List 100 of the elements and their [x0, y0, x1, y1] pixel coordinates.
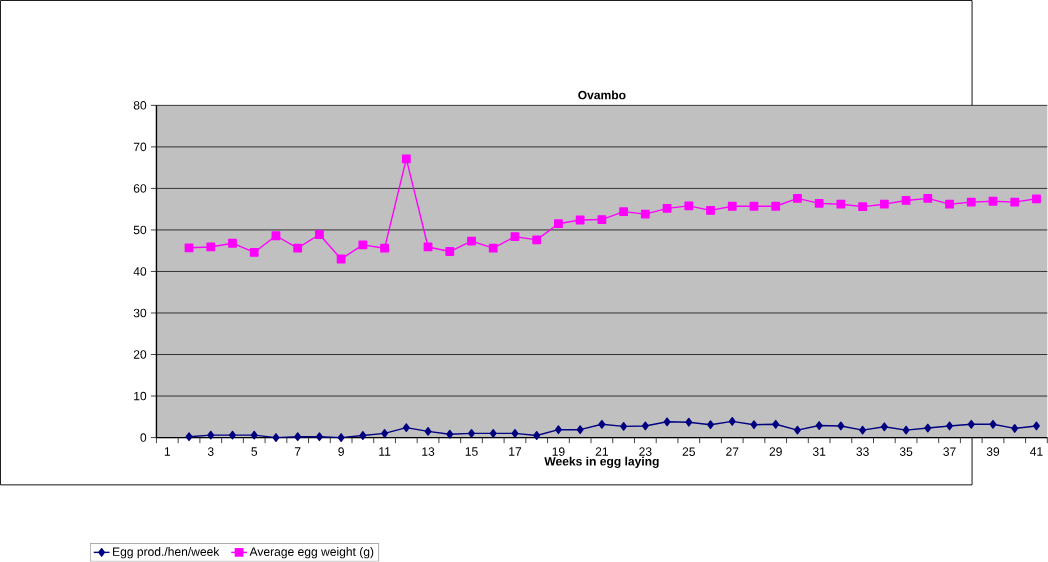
x-tick-label: 33: [856, 447, 869, 457]
point: [446, 430, 454, 439]
point: [271, 231, 281, 241]
x-tick-label: 11: [379, 447, 391, 456]
point: [315, 432, 323, 442]
point: [510, 232, 520, 242]
point: [728, 417, 736, 427]
point: [337, 433, 345, 443]
point: [836, 200, 846, 209]
point: [229, 430, 236, 440]
point: [468, 429, 475, 439]
point: [988, 197, 998, 206]
point: [727, 202, 737, 211]
y-tick-label: 80: [133, 101, 147, 110]
point: [814, 199, 824, 208]
point: [640, 209, 650, 219]
point: [554, 219, 563, 229]
point: [467, 236, 476, 246]
x-tick-label: 3: [207, 447, 214, 457]
point: [597, 215, 607, 225]
y-tick-label: 20: [133, 350, 147, 360]
point: [793, 194, 802, 204]
point: [380, 244, 390, 253]
x-tick-label: 7: [294, 447, 301, 456]
point: [1010, 197, 1020, 207]
legend-label: Average egg weight (g): [249, 547, 374, 559]
point: [859, 425, 867, 435]
point: [401, 154, 411, 164]
point: [249, 248, 259, 258]
point: [207, 430, 215, 440]
point: [402, 423, 410, 433]
legend-label: Egg prod./hen/week: [113, 547, 220, 559]
point: [946, 421, 954, 431]
point: [554, 425, 562, 435]
x-tick-label: 31: [812, 447, 826, 457]
point: [620, 422, 628, 432]
point: [966, 197, 976, 207]
point: [250, 430, 258, 440]
point: [532, 235, 542, 245]
x-tick-label: 15: [465, 447, 478, 456]
point: [424, 427, 432, 436]
point: [858, 202, 868, 212]
point: [772, 420, 780, 429]
point: [707, 420, 715, 430]
point: [272, 433, 280, 443]
point: [641, 421, 649, 431]
point: [294, 432, 302, 442]
point: [771, 202, 781, 211]
x-tick-label: 35: [899, 447, 913, 457]
point: [924, 423, 932, 433]
point: [749, 202, 759, 211]
point: [902, 425, 910, 435]
x-tick-label: 25: [682, 447, 695, 457]
point: [815, 421, 823, 431]
y-tick-label: 70: [133, 142, 147, 152]
point: [598, 420, 606, 429]
x-tick-label: 27: [726, 447, 739, 457]
x-tick-label: 23: [639, 447, 652, 457]
point: [837, 421, 845, 431]
y-tick-label: 30: [133, 308, 147, 318]
point: [184, 243, 194, 253]
point: [293, 244, 303, 253]
point: [575, 215, 585, 225]
x-tick-label: 13: [422, 447, 435, 457]
point: [381, 429, 389, 439]
point: [206, 242, 216, 252]
y-tick-label: 0: [140, 433, 147, 443]
point: [750, 420, 758, 430]
point: [1032, 421, 1040, 431]
x-tick-label: 19: [552, 447, 565, 457]
point: [923, 194, 933, 204]
point: [315, 230, 324, 240]
point: [1011, 424, 1019, 434]
chart-title: Ovambo: [578, 90, 626, 100]
y-tick-label: 50: [133, 225, 147, 235]
point: [967, 420, 975, 429]
point: [706, 206, 715, 216]
point: [1032, 194, 1041, 204]
point: [619, 207, 629, 217]
y-tick-label: 40: [133, 267, 147, 276]
point: [359, 431, 367, 441]
point: [684, 201, 694, 211]
x-tick-label: 17: [509, 447, 522, 456]
x-tick-label: 29: [769, 447, 782, 457]
x-axis-title: Weeks in egg laying: [544, 456, 659, 469]
point: [945, 200, 954, 209]
x-tick-label: 37: [943, 447, 956, 457]
y-tick-label: 60: [133, 184, 147, 193]
x-tick-label: 5: [251, 447, 258, 456]
point: [185, 432, 193, 442]
x-tick-label: 41: [1030, 447, 1043, 456]
x-tick-label: 21: [595, 447, 608, 457]
point: [901, 196, 911, 206]
point: [685, 418, 693, 427]
point: [880, 422, 888, 432]
point: [533, 431, 541, 441]
point: [358, 240, 368, 250]
point: [879, 200, 889, 209]
point: [336, 254, 346, 264]
x-tick-label: 39: [986, 447, 1000, 457]
